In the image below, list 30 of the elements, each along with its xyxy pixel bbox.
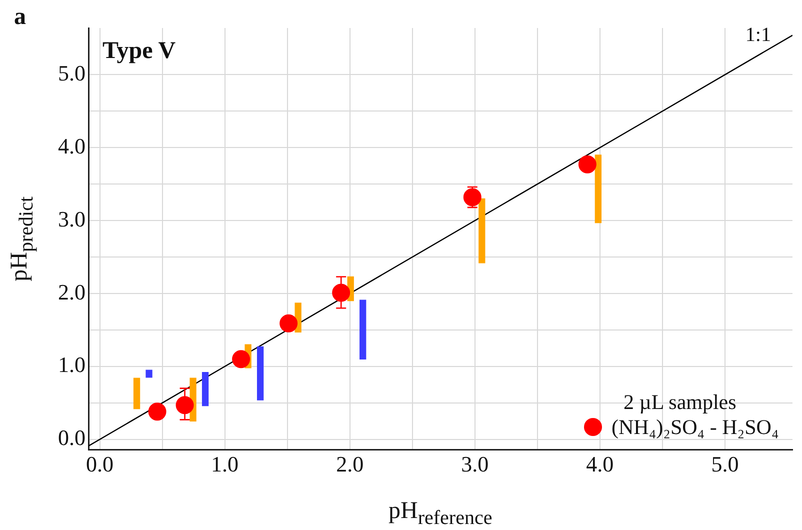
y-tick-label: 0.0 (58, 425, 86, 450)
bar (594, 154, 602, 224)
annotation: 1:1 (745, 24, 771, 46)
y-tick-label: 3.0 (58, 206, 86, 232)
annotation: Type V (102, 38, 176, 64)
x-tick-label: 3.0 (461, 452, 489, 477)
point (148, 402, 166, 421)
bar (202, 372, 209, 406)
point (578, 155, 596, 174)
y-tick-label: 4.0 (58, 133, 86, 158)
bar (256, 346, 264, 400)
x-axis-title: pH$_{reference}$ (388, 498, 492, 530)
bar (146, 370, 152, 378)
legend-title: 2 µL samples (622, 390, 738, 415)
x-tick-label: 2.0 (336, 452, 364, 477)
point (332, 284, 350, 302)
x-tick-label: 5.0 (711, 452, 739, 477)
x-tick-label: 4.0 (586, 452, 614, 477)
x-tick-label: 1.0 (211, 452, 239, 477)
legend-label: (NH₄)₂SO₄ - H₂SO₄ (612, 414, 779, 440)
y-tick-label: 5.0 (58, 60, 86, 86)
y-tick-label: 1.0 (58, 352, 86, 378)
point (232, 350, 250, 368)
y-tick-label: 2.0 (58, 279, 86, 304)
point (280, 314, 298, 332)
x-tick-label: 0.0 (86, 452, 114, 477)
bar (478, 198, 486, 264)
bar (133, 378, 140, 410)
text: a (14, 4, 26, 30)
bar (360, 300, 366, 360)
